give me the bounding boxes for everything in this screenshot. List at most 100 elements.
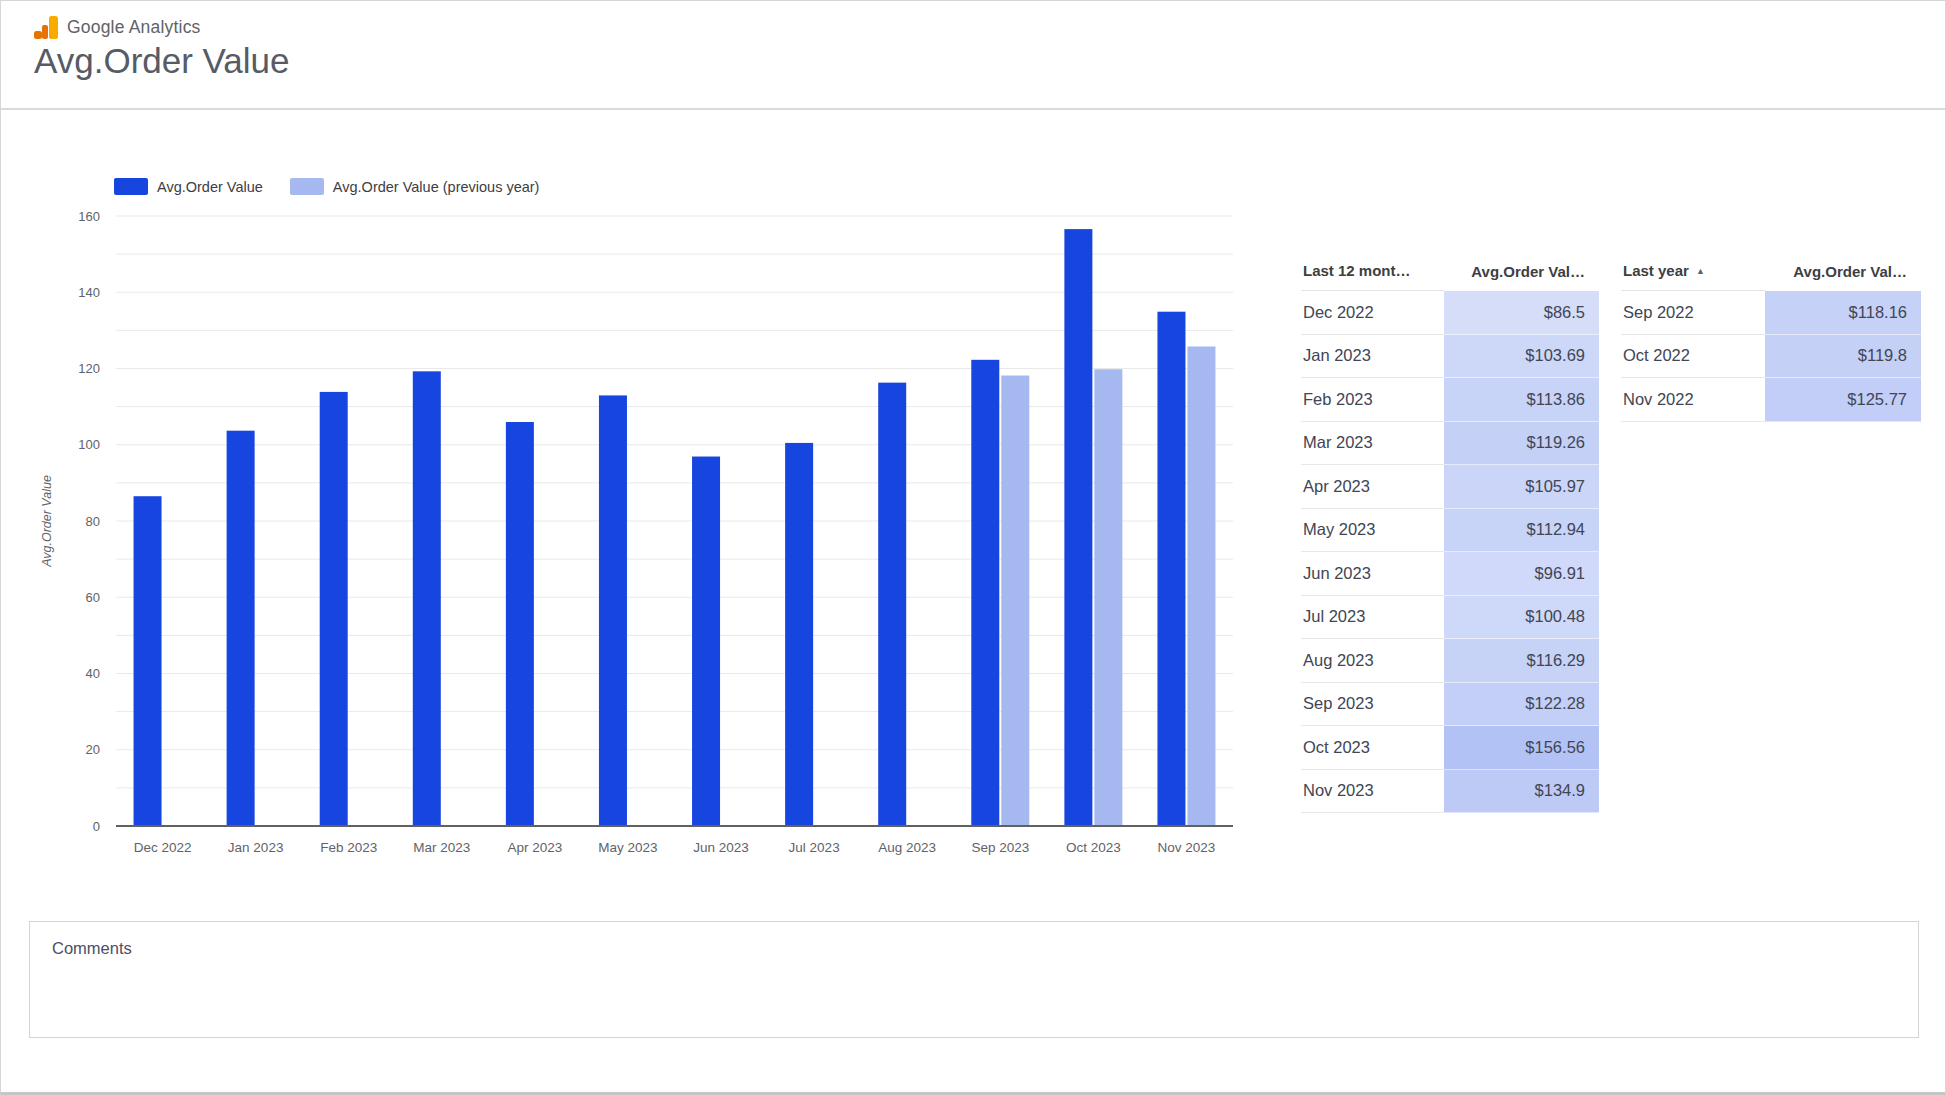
column-header-label: Avg.Order Val… [1471,263,1585,280]
y-tick-label: 140 [78,285,100,300]
bar-current-aug-2023[interactable] [878,383,906,826]
x-axis-label: Oct 2023 [1066,840,1121,855]
avg-order-value-bar-chart: 020406080100120140160Dec 2022Jan 2023Feb… [1,161,1261,876]
logo-mid-bar-shape [42,25,48,39]
sort-ascending-icon: ▲ [1696,266,1705,276]
table-row-apr-2023[interactable]: Apr 2023$105.97 [1301,465,1599,509]
bar-current-may-2023[interactable] [599,395,627,826]
dimension-cell: Mar 2023 [1301,422,1444,466]
page-title: Avg.Order Value [34,41,290,81]
metric-cell: $118.16 [1765,291,1921,335]
metric-cell: $112.94 [1444,509,1599,553]
table-row-aug-2023[interactable]: Aug 2023$116.29 [1301,639,1599,683]
metric-cell: $100.48 [1444,596,1599,640]
table-row-nov-2022[interactable]: Nov 2022$125.77 [1621,378,1921,422]
dimension-cell: Oct 2022 [1621,335,1765,379]
table-row-may-2023[interactable]: May 2023$112.94 [1301,509,1599,553]
table-row-nov-2023[interactable]: Nov 2023$134.9 [1301,770,1599,814]
y-tick-label: 120 [78,361,100,376]
metric-cell: $119.8 [1765,335,1921,379]
bar-previous-year-oct-2023[interactable] [1094,369,1122,826]
metric-cell: $96.91 [1444,552,1599,596]
table-row-jul-2023[interactable]: Jul 2023$100.48 [1301,596,1599,640]
bar-current-mar-2023[interactable] [413,371,441,826]
dimension-cell: Sep 2023 [1301,683,1444,727]
dimension-cell: Apr 2023 [1301,465,1444,509]
dimension-cell: Jul 2023 [1301,596,1444,640]
google-analytics-logo-icon [34,15,59,40]
dimension-cell: Sep 2022 [1621,291,1765,335]
bar-current-sep-2023[interactable] [971,360,999,826]
bar-current-jul-2023[interactable] [785,443,813,826]
bar-current-jun-2023[interactable] [692,457,720,826]
dimension-cell: Nov 2023 [1301,770,1444,814]
report-page: Google Analytics Avg.Order Value Avg.Ord… [0,0,1946,1095]
bar-previous-year-nov-2023[interactable] [1187,347,1215,826]
metric-cell: $116.29 [1444,639,1599,683]
brand-name: Google Analytics [67,17,201,38]
table-header-row: Last 12 mont… Avg.Order Val… [1301,251,1599,291]
report-header: Google Analytics Avg.Order Value [34,15,290,81]
bar-current-oct-2023[interactable] [1064,229,1092,826]
bar-current-apr-2023[interactable] [506,422,534,826]
column-header-metric[interactable]: Avg.Order Val… [1765,251,1921,291]
y-tick-label: 60 [86,590,100,605]
y-tick-label: 40 [86,666,100,681]
y-tick-label: 80 [86,514,100,529]
table-row-mar-2023[interactable]: Mar 2023$119.26 [1301,422,1599,466]
x-axis-label: Dec 2022 [134,840,192,855]
dimension-cell: Aug 2023 [1301,639,1444,683]
brand-row: Google Analytics [34,15,290,40]
logo-tall-bar-shape [49,16,58,39]
y-tick-label: 20 [86,742,100,757]
x-axis-label: Jun 2023 [693,840,749,855]
x-axis-label: Mar 2023 [413,840,470,855]
bar-current-jan-2023[interactable] [227,431,255,826]
dimension-cell: Oct 2023 [1301,726,1444,770]
dimension-cell: Jun 2023 [1301,552,1444,596]
metric-cell: $86.5 [1444,291,1599,335]
x-axis-label: May 2023 [598,840,657,855]
dimension-cell: Feb 2023 [1301,378,1444,422]
comments-label: Comments [52,939,132,957]
dimension-cell: May 2023 [1301,509,1444,553]
y-tick-label: 100 [78,437,100,452]
header-divider [1,108,1945,110]
y-axis-title: Avg.Order Value [40,475,54,568]
table-row-sep-2023[interactable]: Sep 2023$122.28 [1301,683,1599,727]
x-axis-label: Aug 2023 [878,840,936,855]
column-header-label: Last 12 mont… [1303,262,1411,279]
bar-current-dec-2022[interactable] [134,496,162,826]
table-header-row: Last year ▲ Avg.Order Val… [1621,251,1921,291]
column-header-dimension[interactable]: Last year ▲ [1621,251,1765,291]
x-axis-label: Feb 2023 [320,840,377,855]
table-row-feb-2023[interactable]: Feb 2023$113.86 [1301,378,1599,422]
x-axis-label: Apr 2023 [507,840,562,855]
table-row-oct-2022[interactable]: Oct 2022$119.8 [1621,335,1921,379]
table-row-oct-2023[interactable]: Oct 2023$156.56 [1301,726,1599,770]
metric-cell: $103.69 [1444,335,1599,379]
table-row-jun-2023[interactable]: Jun 2023$96.91 [1301,552,1599,596]
metric-cell: $122.28 [1444,683,1599,727]
table-row-dec-2022[interactable]: Dec 2022$86.5 [1301,291,1599,335]
table-row-jan-2023[interactable]: Jan 2023$103.69 [1301,335,1599,379]
table-last-year: Last year ▲ Avg.Order Val… Sep 2022$118.16O… [1621,251,1921,422]
comments-box[interactable]: Comments [29,921,1919,1038]
table-row-sep-2022[interactable]: Sep 2022$118.16 [1621,291,1921,335]
metric-cell: $105.97 [1444,465,1599,509]
column-header-dimension[interactable]: Last 12 mont… [1301,251,1444,291]
column-header-label: Last year [1623,262,1689,279]
dimension-cell: Jan 2023 [1301,335,1444,379]
column-header-label: Avg.Order Val… [1793,263,1907,280]
column-header-metric[interactable]: Avg.Order Val… [1444,251,1599,291]
x-axis-label: Jul 2023 [789,840,840,855]
metric-cell: $125.77 [1765,378,1921,422]
metric-cell: $119.26 [1444,422,1599,466]
x-axis-label: Nov 2023 [1158,840,1216,855]
bar-current-feb-2023[interactable] [320,392,348,826]
bar-current-nov-2023[interactable] [1157,312,1185,826]
logo-dot-shape [34,31,42,39]
y-tick-label: 0 [93,819,100,834]
bar-previous-year-sep-2023[interactable] [1001,376,1029,826]
table-last-12-months: Last 12 mont… Avg.Order Val… Dec 2022$86.5… [1301,251,1599,813]
